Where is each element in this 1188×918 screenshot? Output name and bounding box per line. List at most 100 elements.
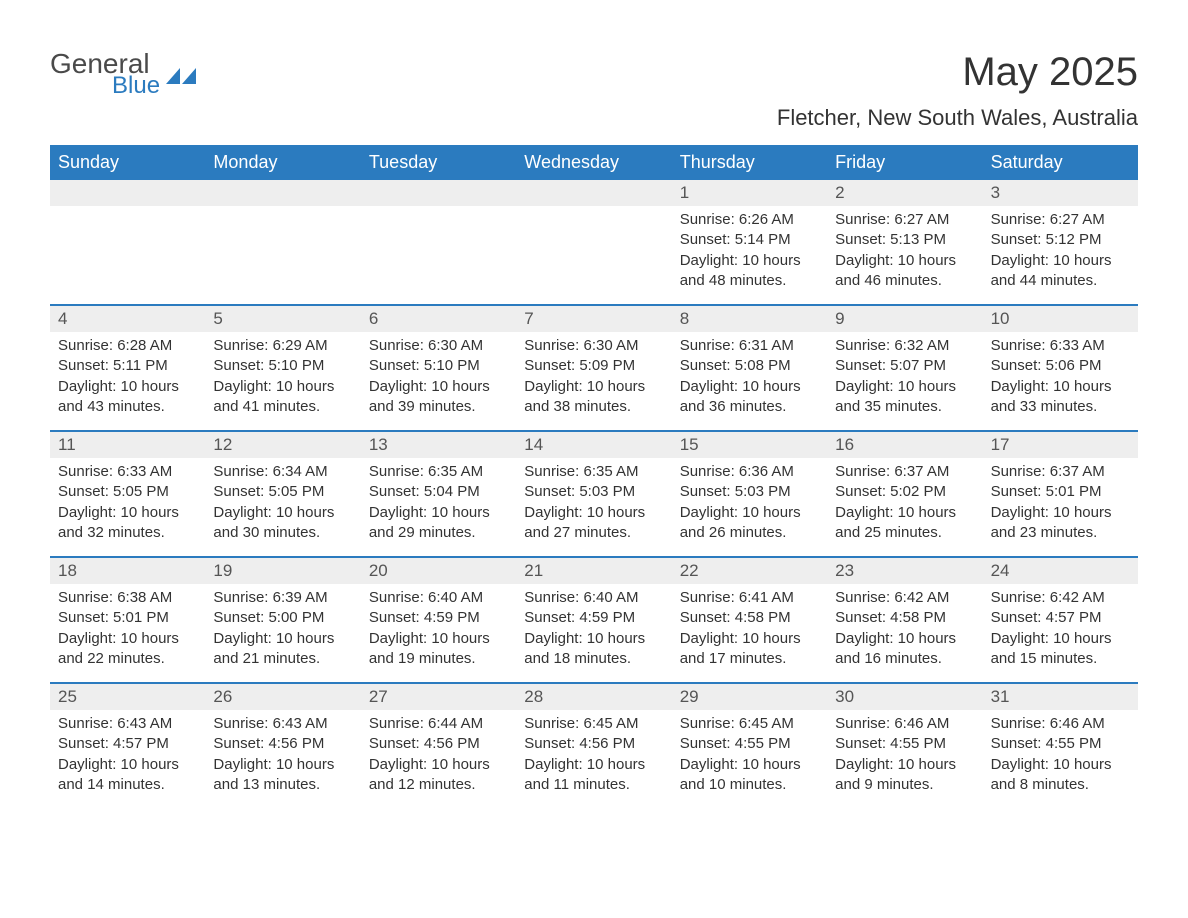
day-cell: Sunrise: 6:27 AMSunset: 5:12 PMDaylight:… [983, 206, 1138, 304]
day-number: 25 [50, 684, 205, 710]
daylight-text: Daylight: 10 hours and 39 minutes. [369, 377, 508, 418]
day-cell: Sunrise: 6:30 AMSunset: 5:10 PMDaylight:… [361, 332, 516, 430]
sunset-text: Sunset: 5:10 PM [369, 356, 508, 376]
day-number [205, 180, 360, 206]
day-number: 2 [827, 180, 982, 206]
sunrise-text: Sunrise: 6:43 AM [58, 714, 197, 734]
dow-monday: Monday [205, 145, 360, 180]
daybody-row: Sunrise: 6:38 AMSunset: 5:01 PMDaylight:… [50, 584, 1138, 682]
sunrise-text: Sunrise: 6:38 AM [58, 588, 197, 608]
sunrise-text: Sunrise: 6:26 AM [680, 210, 819, 230]
week-row: 45678910Sunrise: 6:28 AMSunset: 5:11 PMD… [50, 304, 1138, 430]
day-cell [361, 206, 516, 304]
sunrise-text: Sunrise: 6:46 AM [991, 714, 1130, 734]
day-number: 3 [983, 180, 1138, 206]
day-number: 19 [205, 558, 360, 584]
daylight-text: Daylight: 10 hours and 43 minutes. [58, 377, 197, 418]
day-cell: Sunrise: 6:39 AMSunset: 5:00 PMDaylight:… [205, 584, 360, 682]
day-number: 15 [672, 432, 827, 458]
day-number: 31 [983, 684, 1138, 710]
sunset-text: Sunset: 5:12 PM [991, 230, 1130, 250]
day-number: 27 [361, 684, 516, 710]
daylight-text: Daylight: 10 hours and 33 minutes. [991, 377, 1130, 418]
title-block: May 2025 Fletcher, New South Wales, Aust… [777, 50, 1138, 131]
day-cell: Sunrise: 6:44 AMSunset: 4:56 PMDaylight:… [361, 710, 516, 808]
week-row: 123Sunrise: 6:26 AMSunset: 5:14 PMDaylig… [50, 180, 1138, 304]
brand-logo: General Blue [50, 50, 180, 98]
sunset-text: Sunset: 5:03 PM [680, 482, 819, 502]
daylight-text: Daylight: 10 hours and 11 minutes. [524, 755, 663, 796]
daylight-text: Daylight: 10 hours and 48 minutes. [680, 251, 819, 292]
sunset-text: Sunset: 4:59 PM [524, 608, 663, 628]
daylight-text: Daylight: 10 hours and 14 minutes. [58, 755, 197, 796]
sunrise-text: Sunrise: 6:28 AM [58, 336, 197, 356]
daylight-text: Daylight: 10 hours and 12 minutes. [369, 755, 508, 796]
sunset-text: Sunset: 5:09 PM [524, 356, 663, 376]
sunset-text: Sunset: 4:55 PM [680, 734, 819, 754]
sunset-text: Sunset: 4:56 PM [369, 734, 508, 754]
week-row: 18192021222324Sunrise: 6:38 AMSunset: 5:… [50, 556, 1138, 682]
day-cell: Sunrise: 6:42 AMSunset: 4:58 PMDaylight:… [827, 584, 982, 682]
day-cell: Sunrise: 6:29 AMSunset: 5:10 PMDaylight:… [205, 332, 360, 430]
sunrise-text: Sunrise: 6:40 AM [524, 588, 663, 608]
daybody-row: Sunrise: 6:26 AMSunset: 5:14 PMDaylight:… [50, 206, 1138, 304]
day-cell: Sunrise: 6:31 AMSunset: 5:08 PMDaylight:… [672, 332, 827, 430]
day-cell: Sunrise: 6:37 AMSunset: 5:02 PMDaylight:… [827, 458, 982, 556]
day-cell [516, 206, 671, 304]
sunrise-text: Sunrise: 6:40 AM [369, 588, 508, 608]
day-cell: Sunrise: 6:32 AMSunset: 5:07 PMDaylight:… [827, 332, 982, 430]
daynum-row: 11121314151617 [50, 432, 1138, 458]
brand-flag-icon [166, 68, 180, 84]
day-of-week-header: Sunday Monday Tuesday Wednesday Thursday… [50, 145, 1138, 180]
brand-part2: Blue [112, 74, 160, 98]
location-subtitle: Fletcher, New South Wales, Australia [777, 105, 1138, 131]
sunrise-text: Sunrise: 6:33 AM [991, 336, 1130, 356]
day-number [50, 180, 205, 206]
day-number: 11 [50, 432, 205, 458]
day-number: 9 [827, 306, 982, 332]
day-cell: Sunrise: 6:38 AMSunset: 5:01 PMDaylight:… [50, 584, 205, 682]
day-number: 10 [983, 306, 1138, 332]
daybody-row: Sunrise: 6:28 AMSunset: 5:11 PMDaylight:… [50, 332, 1138, 430]
day-cell: Sunrise: 6:35 AMSunset: 5:03 PMDaylight:… [516, 458, 671, 556]
sunrise-text: Sunrise: 6:44 AM [369, 714, 508, 734]
header: General Blue May 2025 Fletcher, New Sout… [50, 50, 1138, 131]
sunset-text: Sunset: 5:01 PM [991, 482, 1130, 502]
sunset-text: Sunset: 4:56 PM [213, 734, 352, 754]
day-number: 17 [983, 432, 1138, 458]
sunrise-text: Sunrise: 6:45 AM [680, 714, 819, 734]
dow-sunday: Sunday [50, 145, 205, 180]
daylight-text: Daylight: 10 hours and 19 minutes. [369, 629, 508, 670]
day-number: 23 [827, 558, 982, 584]
daylight-text: Daylight: 10 hours and 10 minutes. [680, 755, 819, 796]
sunset-text: Sunset: 5:05 PM [213, 482, 352, 502]
sunrise-text: Sunrise: 6:31 AM [680, 336, 819, 356]
sunrise-text: Sunrise: 6:43 AM [213, 714, 352, 734]
sunset-text: Sunset: 4:57 PM [991, 608, 1130, 628]
day-number: 12 [205, 432, 360, 458]
dow-saturday: Saturday [983, 145, 1138, 180]
day-cell: Sunrise: 6:46 AMSunset: 4:55 PMDaylight:… [827, 710, 982, 808]
day-cell [205, 206, 360, 304]
sunset-text: Sunset: 5:05 PM [58, 482, 197, 502]
daylight-text: Daylight: 10 hours and 26 minutes. [680, 503, 819, 544]
day-cell: Sunrise: 6:37 AMSunset: 5:01 PMDaylight:… [983, 458, 1138, 556]
sunrise-text: Sunrise: 6:42 AM [835, 588, 974, 608]
day-number: 24 [983, 558, 1138, 584]
sunrise-text: Sunrise: 6:29 AM [213, 336, 352, 356]
sunset-text: Sunset: 5:03 PM [524, 482, 663, 502]
sunset-text: Sunset: 5:14 PM [680, 230, 819, 250]
day-cell: Sunrise: 6:28 AMSunset: 5:11 PMDaylight:… [50, 332, 205, 430]
day-cell: Sunrise: 6:41 AMSunset: 4:58 PMDaylight:… [672, 584, 827, 682]
daylight-text: Daylight: 10 hours and 25 minutes. [835, 503, 974, 544]
day-number: 22 [672, 558, 827, 584]
dow-tuesday: Tuesday [361, 145, 516, 180]
day-number: 28 [516, 684, 671, 710]
sunrise-text: Sunrise: 6:37 AM [991, 462, 1130, 482]
day-number: 26 [205, 684, 360, 710]
day-number: 21 [516, 558, 671, 584]
day-cell: Sunrise: 6:45 AMSunset: 4:56 PMDaylight:… [516, 710, 671, 808]
day-cell: Sunrise: 6:45 AMSunset: 4:55 PMDaylight:… [672, 710, 827, 808]
week-row: 25262728293031Sunrise: 6:43 AMSunset: 4:… [50, 682, 1138, 808]
dow-wednesday: Wednesday [516, 145, 671, 180]
